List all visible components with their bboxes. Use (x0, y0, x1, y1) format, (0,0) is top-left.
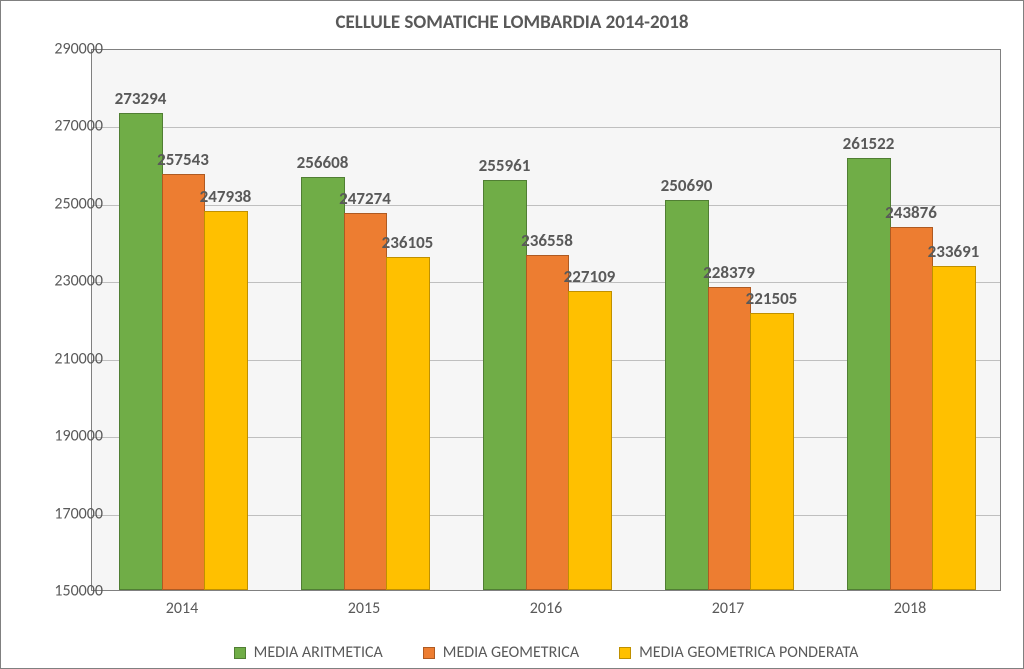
data-label: 273294 (115, 88, 167, 109)
chart-container: CELLULE SOMATICHE LOMBARDIA 2014-2018 27… (0, 0, 1024, 669)
y-tick-label: 250000 (23, 194, 103, 213)
legend-swatch (423, 647, 435, 659)
plot-area: 273294 257543 247938 256608 247274 236105 2559… (91, 49, 1001, 591)
x-tick-label: 2014 (166, 599, 198, 618)
y-tick-label: 290000 (23, 40, 103, 59)
data-label: 247274 (339, 188, 391, 209)
legend-label: MEDIA ARITMETICA (254, 643, 383, 662)
legend: MEDIA ARITMETICA MEDIA GEOMETRICA MEDIA GE… (91, 643, 1001, 662)
data-label: 221505 (746, 288, 798, 309)
legend-item: MEDIA ARITMETICA (234, 643, 383, 662)
legend-label: MEDIA GEOMETRICA PONDERATA (639, 643, 858, 662)
legend-swatch (234, 647, 246, 659)
data-labels-layer: 273294 257543 247938 256608 247274 236105 2559… (92, 50, 1000, 590)
data-label: 261522 (843, 133, 895, 154)
data-label: 236558 (521, 230, 573, 251)
data-label: 227109 (564, 266, 616, 287)
data-label: 228379 (703, 262, 755, 283)
data-label: 255961 (479, 155, 531, 176)
data-label: 257543 (157, 149, 209, 170)
legend-label: MEDIA GEOMETRICA (443, 643, 579, 662)
data-label: 247938 (200, 186, 252, 207)
x-tick-label: 2015 (348, 599, 380, 618)
data-label: 243876 (885, 202, 937, 223)
chart-title: CELLULE SOMATICHE LOMBARDIA 2014-2018 (1, 1, 1023, 38)
plot-frame: 273294 257543 247938 256608 247274 236105 2559… (91, 49, 1001, 591)
y-tick-label: 210000 (23, 349, 103, 368)
y-tick-label: 230000 (23, 272, 103, 291)
legend-item: MEDIA GEOMETRICA (423, 643, 579, 662)
y-tick-label: 150000 (23, 582, 103, 601)
y-tick-label: 190000 (23, 427, 103, 446)
y-tick-label: 270000 (23, 117, 103, 136)
data-label: 236105 (382, 232, 434, 253)
y-tick-label: 170000 (23, 504, 103, 523)
x-tick-label: 2016 (530, 599, 562, 618)
data-label: 250690 (661, 175, 713, 196)
data-label: 233691 (928, 241, 980, 262)
data-label: 256608 (297, 152, 349, 173)
legend-swatch (619, 647, 631, 659)
legend-item: MEDIA GEOMETRICA PONDERATA (619, 643, 858, 662)
x-tick-label: 2017 (712, 599, 744, 618)
x-tick-label: 2018 (894, 599, 926, 618)
